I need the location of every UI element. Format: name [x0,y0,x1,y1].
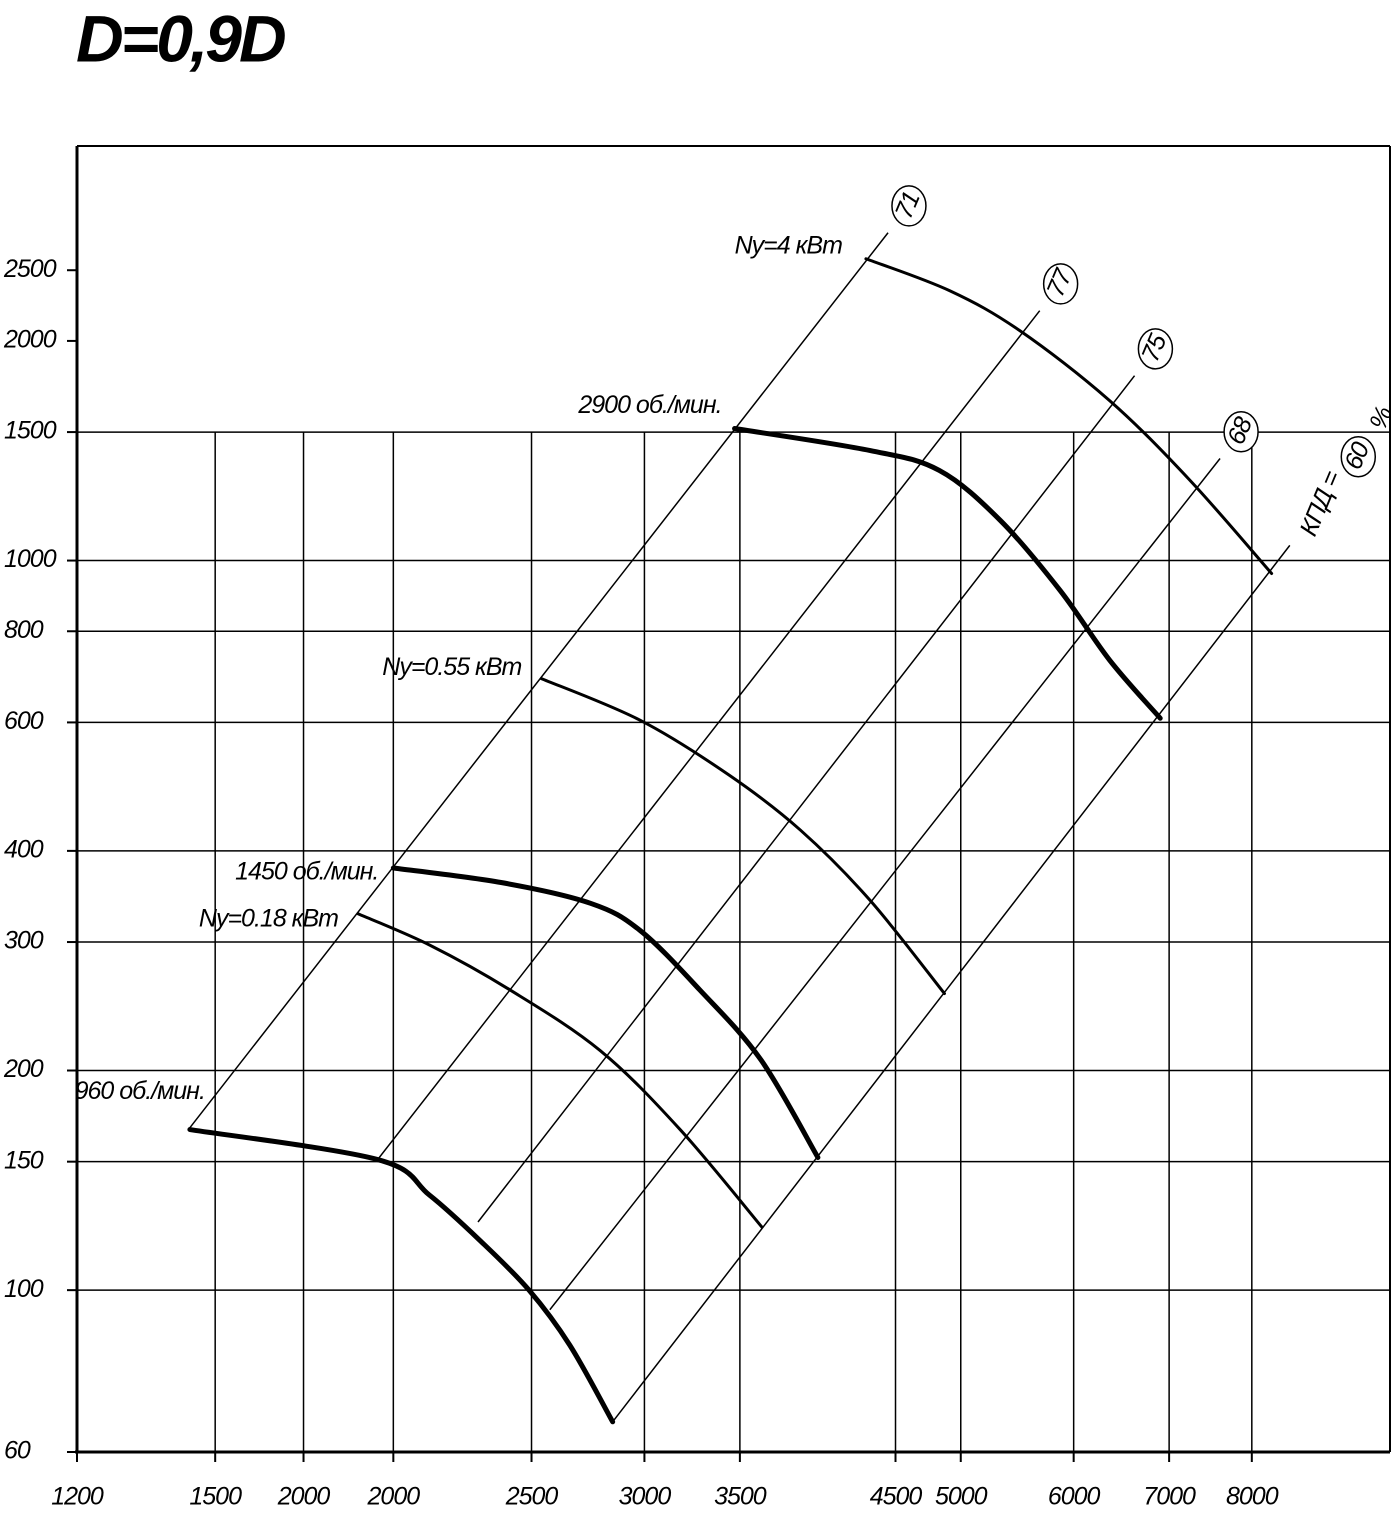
efficiency-title: КПД = [1294,467,1346,540]
y-tick-label: 1500 [4,417,57,445]
frame [75,145,1391,1454]
series-label: Ny=4 кВт [735,231,842,259]
x-tick-label: 4500 [870,1483,923,1511]
x-tick-label: 2000 [277,1483,331,1511]
series-line [539,677,946,996]
y-tick-label: 300 [4,927,44,955]
x-tick-label: 1500 [189,1483,242,1511]
y-tick-label: 60 [4,1437,31,1465]
x-tick-label: 6000 [1048,1483,1101,1511]
efficiency-circle [1223,411,1259,453]
x-tick-label: 2000 [367,1483,421,1511]
y-tick-label: 150 [4,1146,44,1174]
efficiency-circle [1042,263,1079,305]
series-label: 960 об./мин. [75,1077,205,1105]
y-tick-label: 2500 [3,255,57,283]
series-line [732,426,1163,721]
series-label: 2900 об./мин. [577,391,721,419]
y-tick-label: 800 [4,616,44,644]
chart-title: D=0,9D [76,1,285,75]
series-line [356,912,764,1229]
series-line [187,1127,616,1425]
x-tick-label: 2500 [505,1483,559,1511]
x-tick-label: 1200 [51,1483,104,1511]
series-line [864,257,1274,575]
efficiency-circle [1340,436,1377,478]
y-tick-label: 200 [3,1055,44,1083]
efficiency-circle [1137,328,1174,370]
series-label: Ny=0.55 кВт [382,653,521,681]
x-tick-label: 3000 [619,1483,672,1511]
y-tick-label: 600 [4,707,44,735]
y-tick-label: 100 [4,1275,44,1303]
series-line [390,865,821,1160]
series-label: 1450 об./мин. [235,858,378,886]
x-tick-label: 7000 [1143,1483,1196,1511]
y-tick-label: 400 [4,835,44,863]
efficiency-line [377,310,1041,1161]
x-tick-label: 5000 [935,1483,988,1511]
efficiency-line [612,544,1291,1423]
efficiency-line [189,232,889,1129]
efficiency-line [477,375,1136,1223]
x-tick-label: 3500 [714,1483,767,1511]
efficiency-circle [891,185,927,227]
x-tick-label: 8000 [1226,1483,1279,1511]
efficiency-line [549,458,1221,1311]
series-label: Ny=0.18 кВт [199,904,338,932]
y-tick-label: 1000 [4,545,57,573]
efficiency-unit: % [1364,402,1398,433]
y-tick-label: 2000 [3,326,57,354]
